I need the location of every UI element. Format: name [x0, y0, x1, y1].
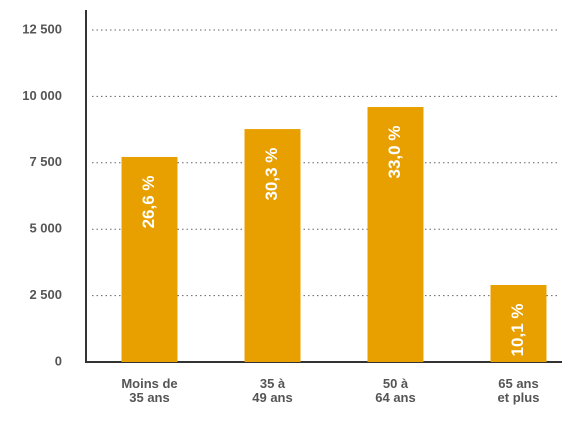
- x-tick-label-line: 35 ans: [129, 390, 169, 405]
- x-tick-label-line: 49 ans: [252, 390, 292, 405]
- y-tick-label: 7 500: [29, 154, 62, 169]
- bar: [367, 107, 424, 362]
- x-tick-label-line: 50 à: [383, 376, 409, 391]
- x-tick-label: 50 à 64 ans: [375, 376, 415, 405]
- y-tick-label: 0: [55, 353, 62, 368]
- x-tick-label: Moins de 35 ans: [121, 376, 177, 405]
- x-tick-label: 65 ans et plus: [498, 376, 540, 405]
- x-tick-label-line: Moins de: [121, 376, 177, 391]
- y-tick-label: 12 500: [22, 21, 62, 36]
- y-tick-label: 2 500: [29, 287, 62, 302]
- y-tick-label: 5 000: [29, 221, 62, 236]
- x-tick-label-line: 64 ans: [375, 390, 415, 405]
- bar-label: 10,1 %: [508, 304, 527, 357]
- y-tick-label: 10 000: [22, 88, 62, 103]
- bar: [121, 156, 178, 362]
- x-tick-label-line: 65 ans: [498, 376, 538, 391]
- x-tick-label: 35 à 49 ans: [252, 376, 292, 405]
- bar-label: 30,3 %: [262, 148, 281, 201]
- bar: [244, 129, 301, 362]
- x-tick-label-line: et plus: [498, 390, 540, 405]
- x-tick-label-line: 35 à: [260, 376, 286, 391]
- bar: [490, 284, 547, 362]
- bar-label: 26,6 %: [139, 175, 158, 228]
- bar-label: 33,0 %: [385, 126, 404, 179]
